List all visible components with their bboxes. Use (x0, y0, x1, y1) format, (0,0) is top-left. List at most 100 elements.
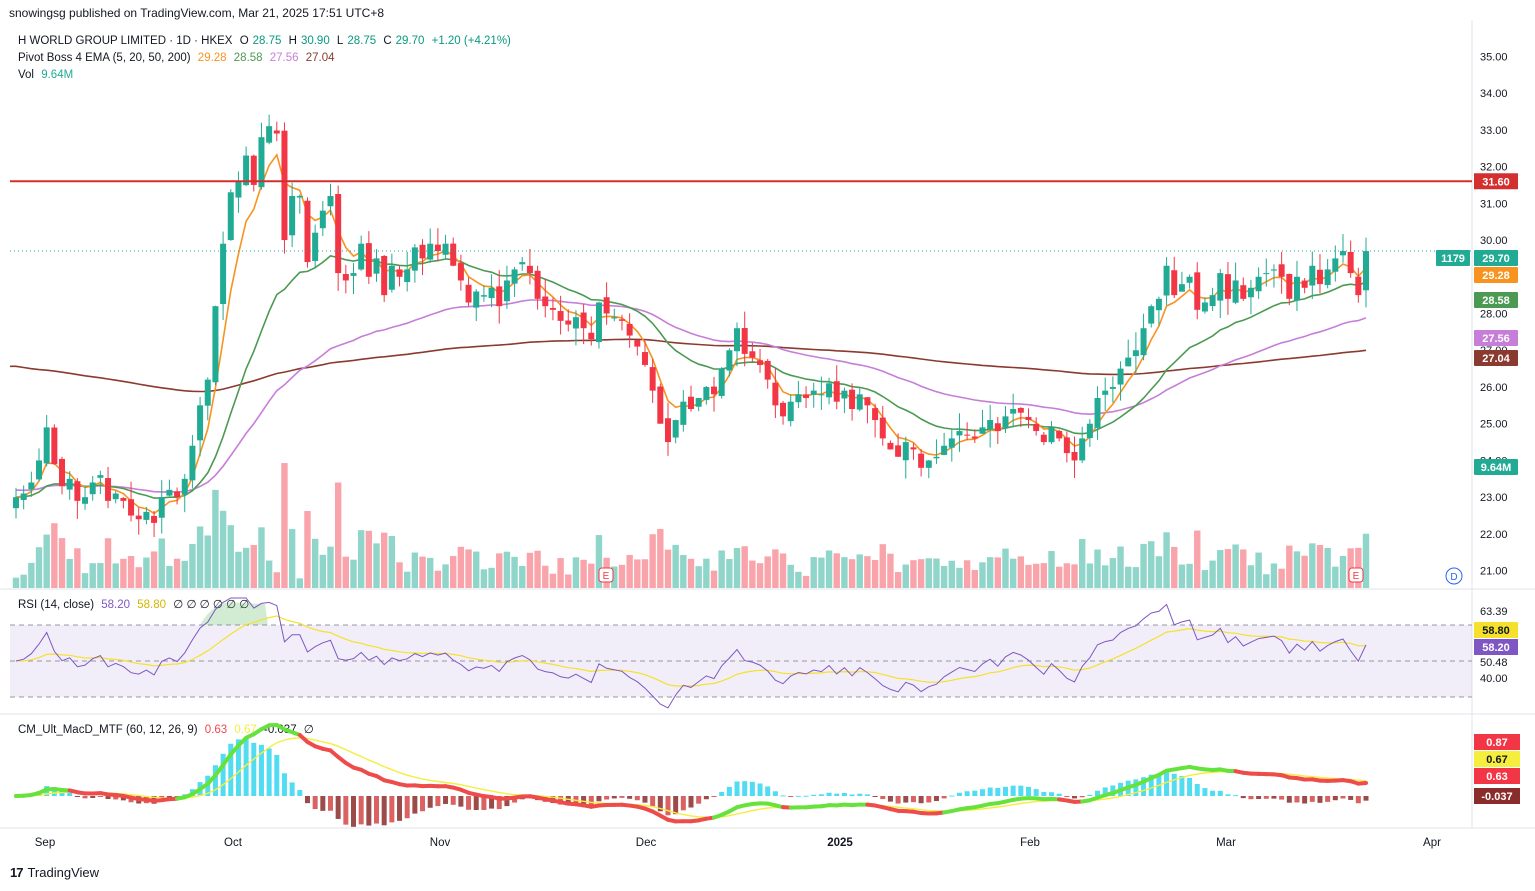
rsi-legend[interactable]: RSI (14, close) 58.20 58.80 ∅ ∅ ∅ ∅ ∅ ∅ (18, 597, 253, 611)
macd-histogram-bar (1002, 786, 1008, 796)
volume-bar (572, 557, 580, 588)
candle-body (212, 306, 219, 383)
symbol-legend[interactable]: H WORLD GROUP LIMITED · 1D · HKEX O 28.75… (18, 35, 515, 47)
candle-body (818, 394, 825, 396)
ema200-line (10, 338, 1367, 393)
candle-body (887, 442, 894, 450)
candle-body (826, 383, 833, 398)
volume-bar (273, 572, 280, 588)
low-value: 28.75 (347, 35, 377, 47)
macd-histogram-bar (343, 796, 349, 825)
candle-body (350, 273, 357, 276)
macd-histogram-bar (941, 796, 947, 799)
volume-bar (1232, 544, 1239, 588)
volume-bar (1339, 555, 1347, 588)
macd-histogram-bar (82, 796, 88, 799)
macd-histogram-bar (673, 796, 679, 815)
volume-bar (143, 557, 150, 588)
volume-bar (1155, 556, 1163, 588)
volume-bar (948, 560, 955, 588)
ema200-value: 27.04 (305, 52, 335, 64)
volume-legend[interactable]: Vol 9.64M (18, 69, 77, 81)
candle-body (795, 394, 802, 403)
macd-histogram-bar (880, 796, 886, 800)
macd-extra: ∅ (303, 724, 314, 736)
volume-bar (235, 551, 242, 588)
volume-bar (1071, 564, 1078, 588)
macd-histogram-bar (956, 792, 962, 796)
macd-histogram-bar (450, 796, 456, 805)
time-axis-label: Sep (35, 837, 55, 849)
volume-bar (242, 547, 250, 588)
volume-bar (219, 510, 227, 588)
earnings-label: E (603, 571, 610, 582)
candle-body (1140, 328, 1147, 356)
resistance-price-tag (1474, 173, 1518, 190)
macd-histogram-bar (995, 787, 1001, 796)
rsi-value-tag-label: 58.80 (1482, 625, 1510, 637)
candle-body (580, 312, 587, 329)
ohlc-low: L 28.75 (337, 35, 376, 47)
macd-histogram-bar (1302, 796, 1308, 804)
volume-bar (1063, 563, 1071, 588)
candle-body (1132, 350, 1139, 357)
macd-histogram-bar (243, 737, 249, 796)
macd-histogram-bar (1171, 773, 1177, 796)
price-tick-label: 35.00 (1480, 51, 1508, 63)
price-tag-label-ema200: 27.04 (1482, 353, 1510, 365)
volume-bar (864, 556, 871, 588)
candle-body (511, 269, 518, 284)
volume-bar (158, 538, 165, 588)
candle-body (419, 244, 426, 259)
volume-bar (825, 550, 833, 588)
candle-body (105, 478, 112, 501)
candle-body (1255, 276, 1262, 292)
tradingview-logo[interactable]: 17 TradingView (10, 865, 99, 880)
candle-body (1155, 298, 1162, 311)
macd-histogram-bar (1164, 770, 1170, 796)
candle-body (526, 265, 533, 274)
macd-signal-value: 0.67 (234, 724, 257, 736)
macd-histogram-bar (1317, 796, 1323, 803)
earnings-label: E (1353, 571, 1360, 582)
volume-bar (104, 538, 112, 588)
volume-bar (58, 538, 66, 588)
price-axis[interactable]: 35.0034.0033.0032.0031.0030.0029.0028.00… (1436, 51, 1520, 804)
volume-bar (1171, 546, 1178, 588)
volume-bar (1293, 551, 1301, 588)
macd-histogram-bar (1271, 796, 1277, 799)
macd-histogram-bar (680, 796, 686, 811)
volume-bar (342, 556, 350, 588)
ema-legend[interactable]: Pivot Boss 4 EMA (5, 20, 50, 200) 29.28 … (18, 52, 339, 64)
macd-histogram-bar (397, 796, 403, 821)
candle-body (1240, 285, 1247, 299)
macd-histogram-bar (765, 786, 771, 796)
macd-histogram-bar (719, 791, 725, 796)
macd-histogram-bar (1217, 790, 1223, 796)
candle-body (941, 445, 948, 455)
volume-bar (1009, 558, 1017, 588)
macd-histogram-bar (105, 796, 111, 800)
candle-body (772, 382, 779, 406)
macd-histogram-bar (1072, 796, 1078, 799)
candle-body (726, 350, 733, 371)
volume-bar (189, 544, 196, 588)
macd-histogram-bar (1148, 774, 1154, 796)
macd-pane (13, 723, 1369, 827)
macd-histogram-bar (788, 796, 794, 797)
volume-bar (442, 564, 449, 588)
volume-bar (764, 556, 771, 588)
candle-body (112, 493, 119, 500)
candle-body (457, 263, 464, 281)
macd-histogram-bar (757, 783, 763, 796)
volume-bar (411, 552, 419, 588)
price-tag-label-ema5: 29.28 (1482, 270, 1510, 282)
time-axis[interactable]: Sep Oct Nov Dec 2025 Feb Mar Apr (35, 837, 1441, 849)
macd-histogram-bar (90, 796, 96, 798)
candle-body (327, 195, 334, 207)
macd-histogram-bar (596, 796, 602, 802)
macd-legend[interactable]: CM_Ult_MacD_MTF (60, 12, 26, 9) 0.63 0.6… (18, 722, 318, 736)
rsi-line (15, 597, 1367, 709)
